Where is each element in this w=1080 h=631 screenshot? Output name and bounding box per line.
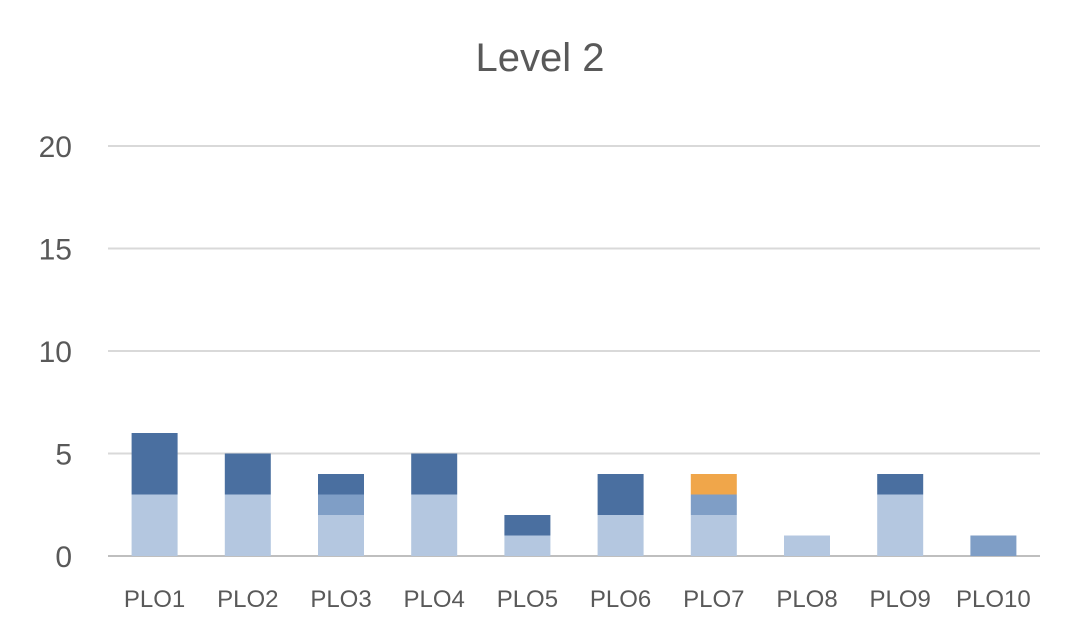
x-tick-label: PLO9 (870, 586, 931, 613)
bar-segment-plo1-s1 (131, 494, 178, 556)
x-tick-label: PLO3 (310, 586, 371, 613)
bar-segment-plo2-s1 (224, 494, 271, 556)
chart-title: Level 2 (475, 36, 605, 80)
bar-segment-plo8-s1 (784, 535, 830, 556)
bar-segment-plo4-s1 (411, 494, 458, 556)
bar-segment-plo9-s3 (877, 474, 924, 495)
bar-segment-plo2-s3 (224, 453, 271, 495)
x-tick-label: PLO1 (124, 586, 185, 613)
bar-segment-plo3-s3 (318, 474, 364, 495)
bar-segment-plo6-s1 (597, 515, 644, 556)
bar-segment-plo3-s1 (318, 515, 364, 556)
x-tick-label: PLO2 (217, 586, 278, 613)
bars (131, 433, 1017, 556)
bar-segment-plo1-s3 (131, 433, 178, 495)
x-tick-label: PLO7 (683, 586, 744, 613)
x-axis-labels: PLO1 PLO2 PLO3 PLO4 PLO5 PLO6 PLO7 PLO8 PLO9 PLO1… (124, 586, 1031, 613)
x-tick-label: PLO6 (590, 586, 651, 613)
bar-segment-plo3-s2 (318, 494, 364, 515)
y-tick-label: 0 (55, 541, 72, 574)
x-tick-label: PLO5 (497, 586, 558, 613)
y-tick-label: 10 (39, 336, 72, 369)
bar-segment-plo5-s1 (504, 535, 551, 556)
x-tick-label: PLO4 (404, 586, 465, 613)
bar-segment-plo6-s3 (597, 474, 644, 515)
x-tick-label: PLO8 (776, 586, 837, 613)
y-axis-ticks: 0 5 10 15 20 (39, 131, 72, 574)
bar-segment-plo7-s2 (690, 494, 737, 515)
bar-segment-plo7-s4 (690, 474, 737, 495)
y-tick-label: 5 (55, 439, 72, 472)
bar-segment-plo10-s2 (970, 535, 1017, 556)
bar-segment-plo5-s3 (504, 515, 551, 536)
y-tick-label: 20 (39, 131, 72, 164)
bar-segment-plo4-s3 (411, 453, 458, 495)
x-tick-label: PLO10 (956, 586, 1031, 613)
y-tick-label: 15 (39, 234, 72, 267)
bar-segment-plo9-s1 (877, 494, 924, 556)
bar-segment-plo7-s1 (690, 515, 737, 556)
